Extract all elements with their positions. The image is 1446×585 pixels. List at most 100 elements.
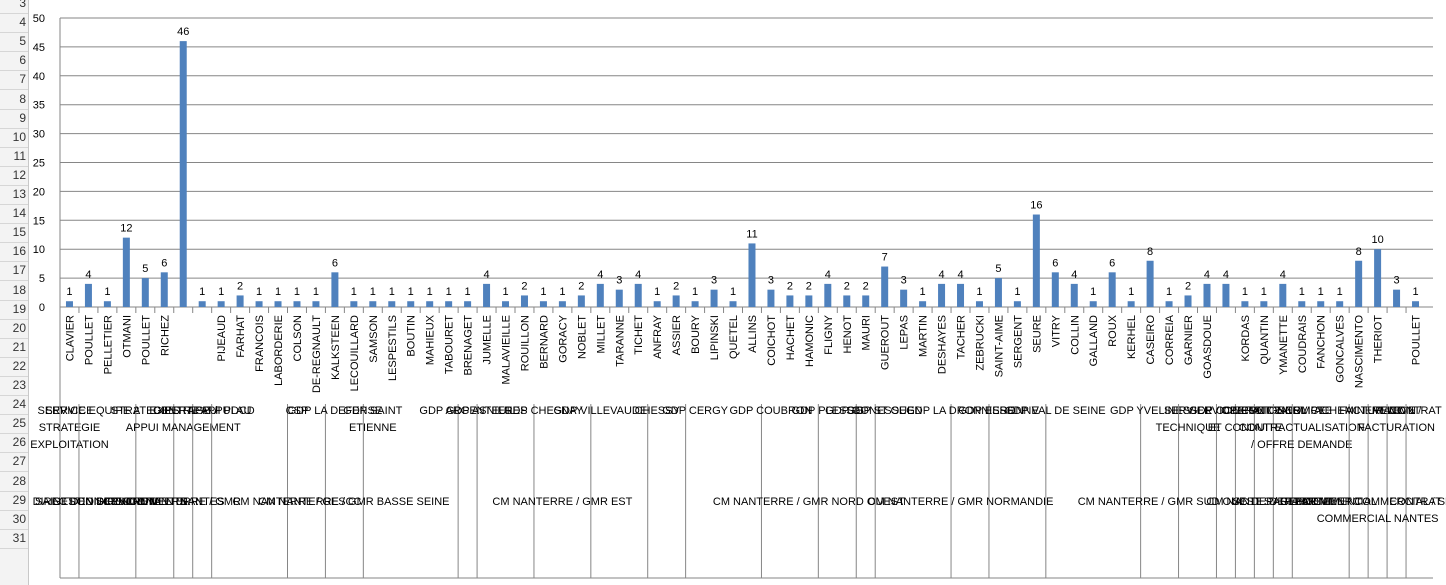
- row-divider: [0, 261, 28, 263]
- bar: [1165, 301, 1173, 307]
- row-number[interactable]: 22: [12, 358, 26, 373]
- bar: [160, 272, 168, 307]
- bar: [331, 272, 339, 307]
- category-label: JUMELLE: [482, 315, 494, 365]
- bar: [1393, 289, 1401, 307]
- bar: [1146, 260, 1154, 307]
- row-number[interactable]: 15: [12, 225, 26, 240]
- bar: [1108, 272, 1116, 307]
- bar: [388, 301, 396, 307]
- data-label: 4: [825, 269, 831, 281]
- row-number[interactable]: 13: [12, 187, 26, 201]
- category-label: SAMSON: [368, 315, 380, 363]
- row-number[interactable]: 11: [13, 148, 26, 163]
- bar: [520, 295, 528, 307]
- group-label: STRATEGIE: [39, 422, 101, 434]
- bar: [1374, 249, 1382, 307]
- group-label: SERVICE CONTRATS: [1189, 405, 1300, 417]
- bar: [975, 301, 983, 307]
- row-number[interactable]: 25: [12, 416, 26, 431]
- bar: [767, 289, 775, 307]
- category-label: OTMANI: [121, 315, 133, 358]
- category-label: KORDAS: [1240, 315, 1252, 361]
- bar: [881, 266, 889, 307]
- group-label: SERVICE: [45, 405, 93, 417]
- row-number[interactable]: 9: [19, 110, 26, 125]
- row-divider: [0, 528, 28, 530]
- data-label: 1: [730, 286, 736, 298]
- data-label: 1: [199, 286, 205, 298]
- category-label: MALAVIEILLE: [501, 315, 513, 385]
- bar: [1070, 283, 1078, 307]
- row-number[interactable]: 28: [12, 473, 26, 488]
- row-number[interactable]: 8: [19, 91, 26, 106]
- row-divider: [0, 395, 28, 396]
- category-label: ZEBRUCKI: [974, 315, 986, 371]
- row-number[interactable]: 6: [19, 53, 26, 68]
- group-label: GDP PLESSIS: [792, 405, 865, 417]
- category-label: MILLET: [595, 315, 607, 354]
- y-tick-label: 5: [39, 273, 45, 285]
- data-label: 1: [976, 286, 982, 298]
- group-label: GDP LA DRONNIERE: [906, 405, 1015, 417]
- row-number[interactable]: 3: [19, 0, 26, 10]
- data-label: 1: [389, 286, 395, 298]
- super-group-label: DIRECTION SERVICE: [33, 496, 145, 508]
- bar: [483, 283, 491, 307]
- group-label: GDP GONESSE: [825, 405, 906, 417]
- category-label: ASSIER: [671, 315, 683, 355]
- group-label: GDP COUBRON: [729, 405, 812, 417]
- group-label: CENTRE APPUI AU: [153, 405, 251, 417]
- data-label: 1: [427, 286, 433, 298]
- row-divider: [0, 318, 28, 320]
- row-number[interactable]: 24: [12, 397, 26, 412]
- data-label: 11: [746, 228, 757, 240]
- row-number[interactable]: 30: [12, 511, 26, 526]
- row-number[interactable]: 7: [19, 72, 26, 87]
- data-label: 1: [1337, 286, 1343, 298]
- data-label: 3: [711, 275, 717, 287]
- row-number[interactable]: 29: [12, 492, 26, 507]
- bar: [957, 283, 965, 307]
- row-number[interactable]: 20: [12, 320, 26, 335]
- bar: [824, 283, 832, 307]
- row-number[interactable]: 31: [12, 530, 26, 545]
- category-label: KALKSTEEN: [330, 315, 342, 380]
- category-label: LEPAS: [899, 315, 911, 350]
- bar: [217, 301, 225, 307]
- category-label: NASCIMENTO: [1354, 315, 1366, 389]
- group-label: GDP SAINT: [343, 405, 402, 417]
- category-label: BRENAGET: [463, 315, 475, 376]
- row-divider: [0, 108, 28, 110]
- data-label: 4: [85, 269, 91, 281]
- category-label: TACHER: [956, 315, 968, 359]
- y-tick-label: 45: [33, 42, 45, 54]
- super-group-label: CM NANTES / GEMCC: [1206, 496, 1321, 508]
- group-label: GDP COMPTE: [1189, 405, 1263, 417]
- row-number[interactable]: 27: [12, 454, 26, 469]
- row-number[interactable]: 16: [12, 244, 26, 259]
- row-number[interactable]: 12: [12, 167, 26, 182]
- data-label: 7: [882, 252, 888, 264]
- row-header-column: 3 4 5 6 7 8 9 10 11 12 13 14 15 16 17 18 19 20 21 22 23 24 25 2…: [0, 0, 29, 585]
- bar: [919, 301, 927, 307]
- row-number[interactable]: 4: [19, 15, 26, 30]
- row-number[interactable]: 21: [12, 339, 26, 354]
- row-number[interactable]: 23: [12, 378, 26, 392]
- row-number[interactable]: 14: [12, 206, 26, 221]
- row-number[interactable]: 17: [12, 263, 26, 278]
- category-label: KERHEL: [1126, 315, 1138, 359]
- category-label: HAMONIC: [804, 315, 816, 367]
- bar: [710, 289, 718, 307]
- group-label: SERVICE: [1278, 405, 1326, 417]
- row-number[interactable]: 5: [19, 34, 26, 49]
- category-label: CASEIRO: [1145, 315, 1157, 365]
- bar: [502, 301, 510, 307]
- super-group-label: CONTRAT: [1389, 496, 1442, 508]
- category-label: COLLIN: [1069, 315, 1081, 355]
- row-number[interactable]: 18: [12, 282, 26, 297]
- row-divider: [0, 452, 28, 454]
- row-number[interactable]: 26: [12, 435, 26, 450]
- row-number[interactable]: 10: [12, 129, 26, 144]
- row-number[interactable]: 19: [12, 301, 26, 316]
